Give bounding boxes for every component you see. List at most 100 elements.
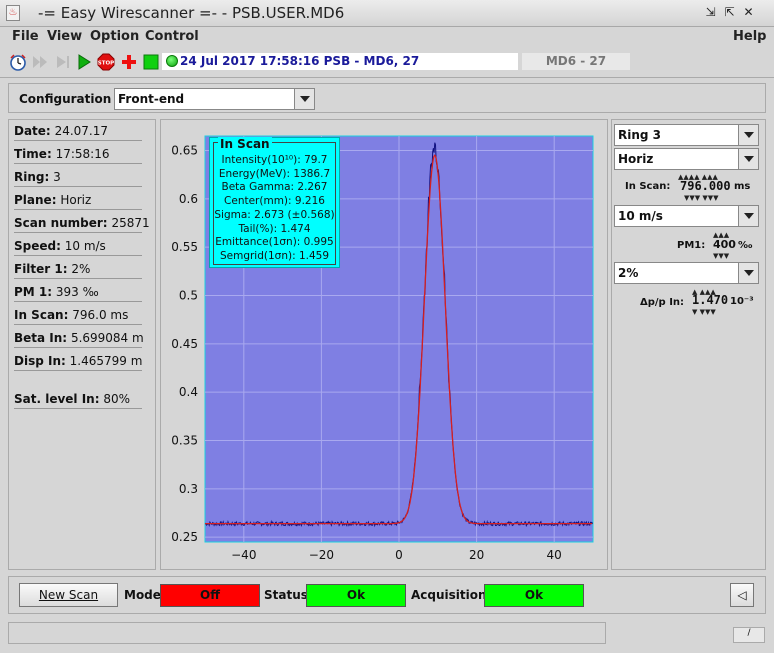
menu-help[interactable]: Help [733, 29, 767, 44]
chevron-down-icon[interactable] [738, 263, 758, 283]
info-row: Speed: 10 m/s [14, 239, 142, 256]
y-tick-label: 0.35 [171, 434, 198, 448]
filter-select[interactable]: 2% [614, 262, 759, 284]
chevron-down-icon[interactable] [738, 206, 758, 226]
info-value: 80% [103, 392, 131, 406]
chevron-down-icon[interactable] [294, 89, 314, 109]
dpp-value[interactable]: 1.470 [692, 293, 729, 307]
chevron-down-icon[interactable] [738, 125, 758, 145]
red-cross-icon[interactable] [120, 53, 138, 71]
menu-control[interactable]: Control [145, 29, 199, 44]
legend-line: Energy(MeV): 1386.7 [218, 167, 331, 180]
y-tick-label: 0.4 [179, 385, 198, 399]
mode-label: Mode [124, 588, 161, 602]
chevron-down-icon[interactable] [738, 149, 758, 169]
info-row: In Scan: 796.0 ms [14, 308, 142, 325]
play-icon[interactable] [75, 53, 93, 71]
legend-title: In Scan [218, 137, 272, 151]
in-scan-up-arrows[interactable]: ▲▲▲▲ ▲▲▲ [678, 173, 718, 181]
stop-icon[interactable]: STOP [97, 53, 115, 71]
info-row: Time: 17:58:16 [14, 147, 142, 164]
info-value: 393 ‰ [55, 285, 99, 299]
minimize-icon[interactable]: ⇲ [705, 5, 716, 19]
toolbar: STOP [0, 50, 774, 74]
dpp-down-arrows[interactable]: ▼ ▼▼▼ [692, 308, 716, 316]
plot-panel [160, 119, 608, 570]
plane-select[interactable]: Horiz [614, 148, 759, 170]
status-led-icon [166, 55, 178, 67]
bottom-panel [8, 576, 766, 614]
new-scan-button[interactable]: New Scan [19, 583, 118, 607]
info-value: 796.0 ms [72, 308, 129, 322]
info-row: Filter 1: 2% [14, 262, 142, 279]
legend-line: Tail(%): 1.474 [238, 222, 311, 235]
acquisition-indicator: Ok [484, 584, 584, 607]
green-square-icon[interactable] [142, 53, 160, 71]
pm1-value[interactable]: 400 [713, 238, 736, 251]
configuration-panel [8, 83, 766, 113]
menu-bar: File View Option Control Help [0, 27, 774, 47]
resize-grip[interactable]: / [733, 627, 765, 643]
info-value: 3 [53, 170, 61, 184]
pm1-up-arrows[interactable]: ▲▲▲ [713, 231, 730, 239]
info-row: Sat. level In: 80% [14, 392, 142, 409]
plane-value: Horiz [618, 152, 654, 166]
triangle-left-icon: ◁ [737, 588, 747, 602]
clock-icon[interactable] [9, 53, 27, 71]
step-forward-icon[interactable] [31, 53, 49, 71]
maximize-icon[interactable]: ⇱ [724, 5, 735, 19]
x-tick-label: 20 [469, 548, 484, 562]
in-scan-value[interactable]: 796.000 [680, 179, 731, 193]
svg-text:STOP: STOP [98, 61, 114, 67]
info-label: Ring: [14, 170, 50, 184]
info-label: Date: [14, 124, 51, 138]
in-scan-down-arrows[interactable]: ▼▼▼ ▼▼▼ [684, 194, 719, 202]
title-bar: ♨ -= Easy Wirescanner =- - PSB.USER.MD6 … [0, 0, 774, 27]
mode-status: Off [160, 584, 260, 607]
configuration-select[interactable]: Front-end [114, 88, 315, 110]
y-tick-label: 0.3 [179, 482, 198, 496]
speed-value: 10 m/s [618, 209, 663, 223]
x-tick-label: 40 [547, 548, 562, 562]
info-value: 1.465799 m [69, 354, 143, 368]
info-label: Beta In: [14, 331, 68, 345]
dpp-label: Δp/p In: [640, 297, 685, 308]
x-tick-label: −40 [231, 548, 256, 562]
play-disabled-icon[interactable] [53, 53, 71, 71]
info-label: Plane: [14, 193, 57, 207]
dpp-unit: 10⁻³ [730, 296, 754, 307]
dpp-up-arrows[interactable]: ▲ ▲▲▲ [692, 288, 716, 296]
speed-select[interactable]: 10 m/s [614, 205, 759, 227]
info-value: 2% [71, 262, 91, 276]
legend-line: Beta Gamma: 2.267 [221, 181, 328, 194]
filter-value: 2% [618, 266, 639, 280]
window-title: -= Easy Wirescanner =- - PSB.USER.MD6 [38, 4, 345, 22]
scan-info-panel [8, 119, 156, 570]
y-tick-label: 0.6 [179, 192, 198, 206]
acquisition-label: Acquisition [411, 588, 487, 602]
collapse-panel-button[interactable]: ◁ [730, 583, 754, 607]
md-field: MD6 - 27 [522, 53, 630, 70]
menu-option[interactable]: Option [90, 29, 140, 44]
legend-line: Sigma: 2.673 (±0.568) [214, 208, 335, 221]
info-row: PM 1: 393 ‰ [14, 285, 142, 302]
info-label: Time: [14, 147, 52, 161]
info-value: 25871 [111, 216, 150, 230]
close-icon[interactable]: ✕ [743, 5, 754, 19]
info-label: In Scan: [14, 308, 69, 322]
info-value: Horiz [60, 193, 92, 207]
menu-file[interactable]: File [12, 29, 39, 44]
ring-select[interactable]: Ring 3 [614, 124, 759, 146]
info-label: Sat. level In: [14, 392, 100, 406]
info-label: Speed: [14, 239, 61, 253]
info-label: Scan number: [14, 216, 108, 230]
info-value: 24.07.17 [54, 124, 108, 138]
in-scan-label: In Scan: [625, 181, 671, 192]
settings-panel [611, 119, 766, 570]
pm1-down-arrows[interactable]: ▼▼▼ [713, 252, 730, 260]
y-tick-label: 0.45 [171, 337, 198, 351]
menu-view[interactable]: View [47, 29, 83, 44]
in-scan-unit: ms [734, 181, 751, 192]
y-tick-label: 0.5 [179, 289, 198, 303]
info-row: Plane: Horiz [14, 193, 142, 210]
